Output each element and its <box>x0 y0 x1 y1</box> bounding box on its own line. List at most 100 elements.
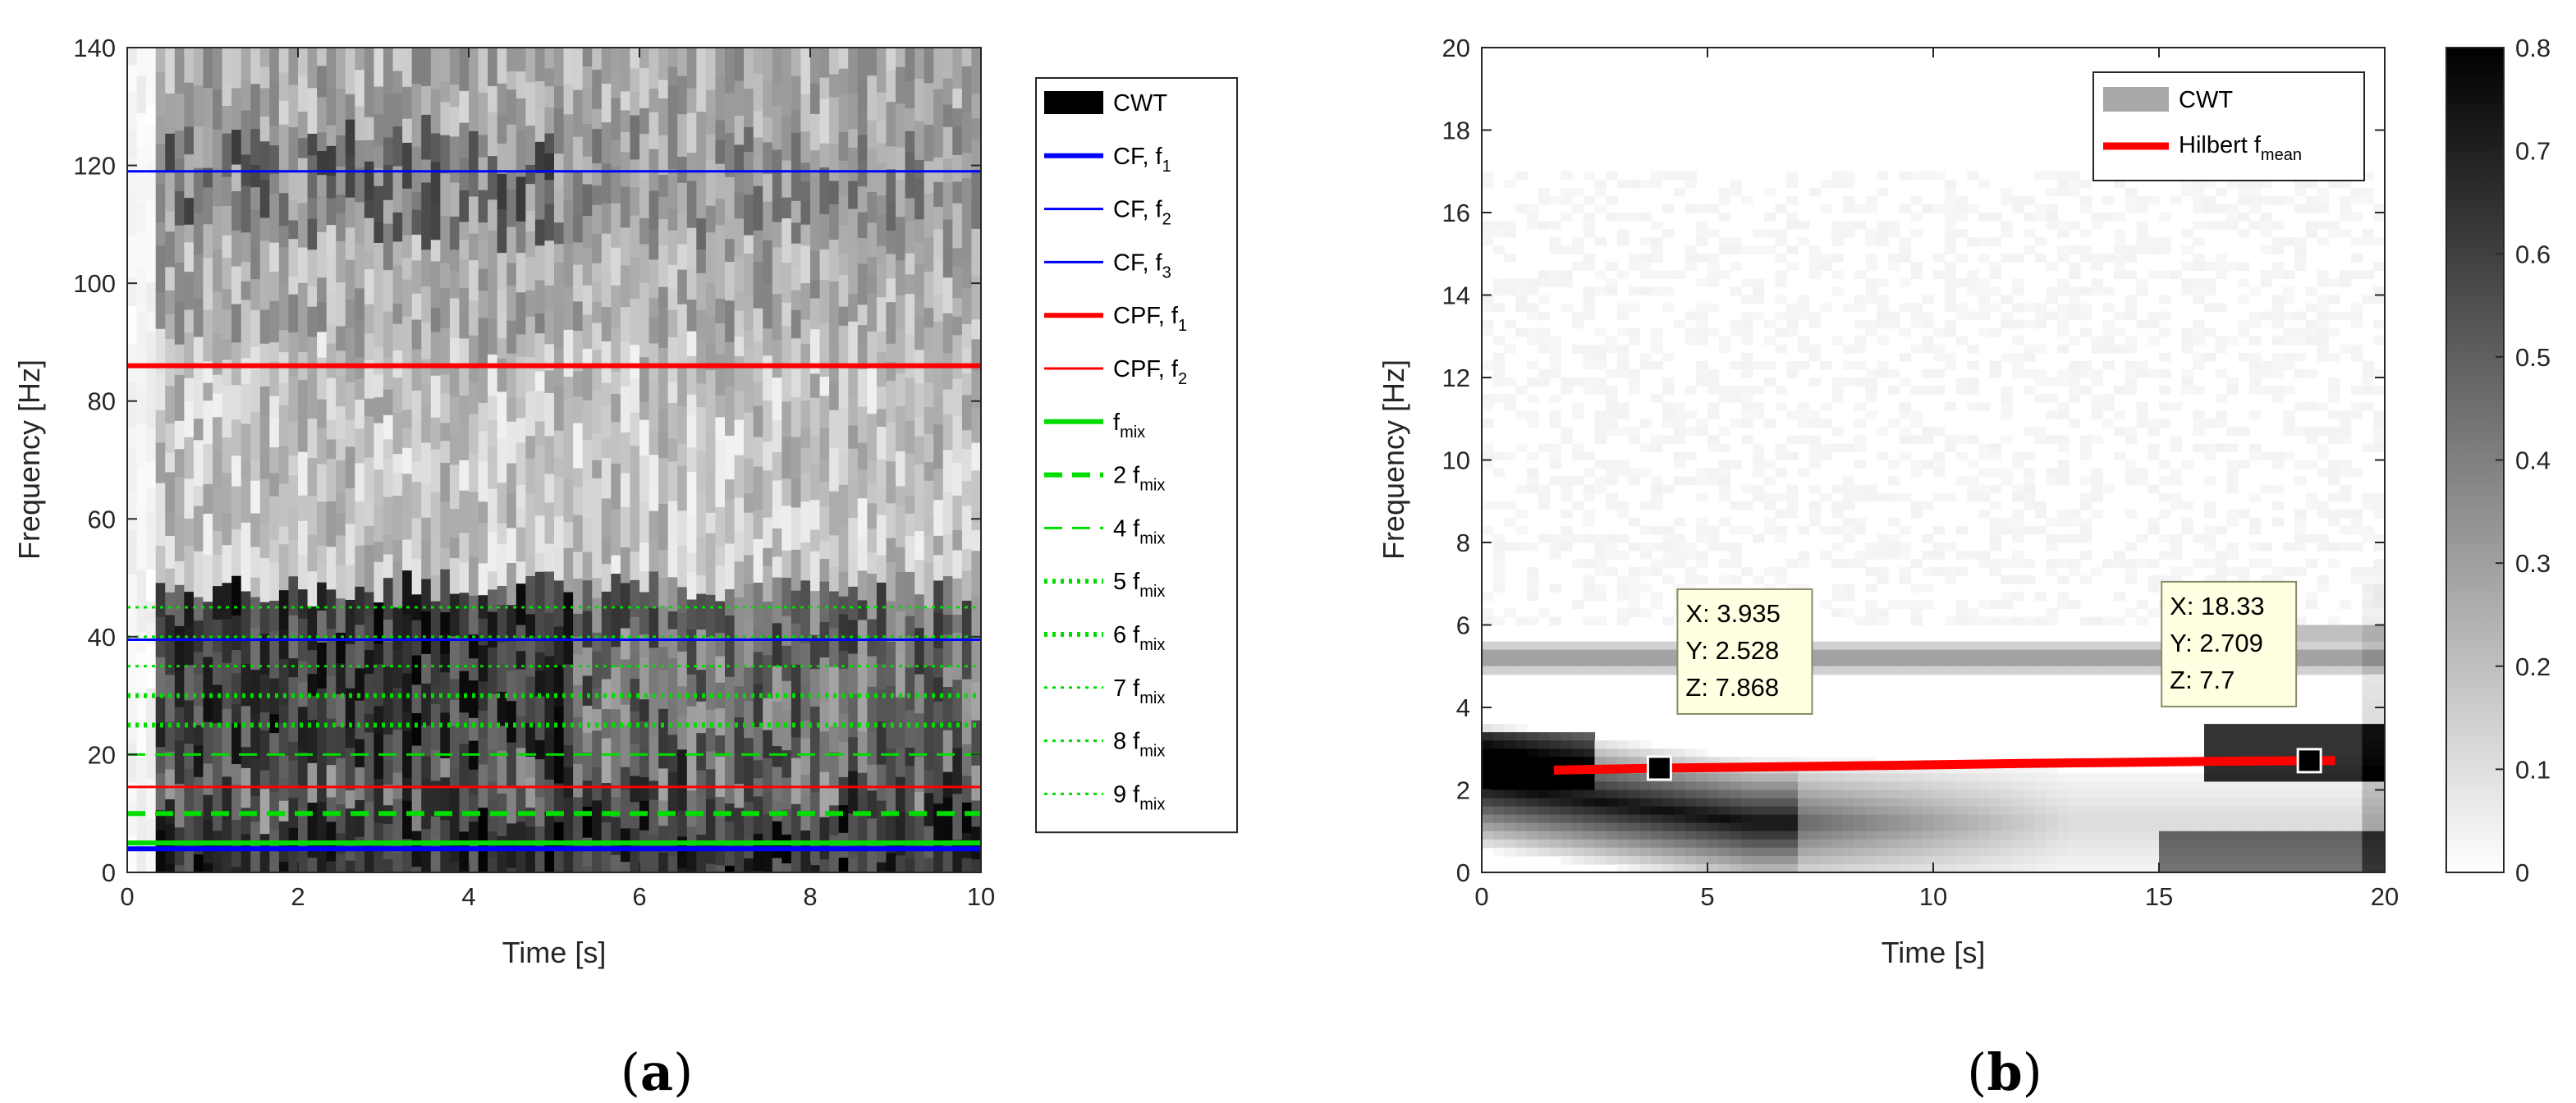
cwt-cell <box>1651 179 1663 189</box>
cwt-cell <box>155 373 166 411</box>
cwt-cell <box>2057 410 2070 419</box>
cwt-cell <box>1865 286 1877 296</box>
cwt-cell <box>800 282 811 320</box>
cwt-cell <box>174 561 185 586</box>
cwt-cell <box>1865 319 1877 329</box>
cwt-cell <box>667 169 678 210</box>
cwt-cell <box>1798 360 1810 370</box>
cwt-cell <box>1628 748 1641 757</box>
cwt-cell <box>1662 641 1675 651</box>
cwt-cell <box>1718 814 1731 824</box>
cwt-cell <box>544 133 555 154</box>
cwt-cell <box>1955 863 1968 872</box>
cwt-cell <box>1538 484 1551 494</box>
cwt-cell <box>1933 427 1946 436</box>
cwt-cell <box>2001 319 2013 329</box>
cwt-cell <box>952 108 963 127</box>
cwt-cell <box>392 241 403 267</box>
cwt-cell <box>1843 789 1855 799</box>
cwt-cell <box>1944 295 1957 304</box>
cwt-cell <box>269 418 280 448</box>
cwt-cell <box>525 849 536 872</box>
cwt-cell <box>2079 575 2092 584</box>
cwt-cell <box>2102 649 2115 659</box>
cwt-cell <box>155 116 166 145</box>
cwt-cell <box>896 505 906 548</box>
cwt-cell <box>298 495 309 522</box>
cwt-cell <box>1877 427 1889 436</box>
cwt-cell <box>1549 839 1561 849</box>
cwt-cell <box>1696 336 1708 346</box>
cwt-cell <box>857 469 868 499</box>
cwt-cell <box>2125 245 2138 254</box>
cwt-cell <box>1561 666 1573 675</box>
cwt-cell <box>127 698 138 744</box>
cwt-cell <box>2046 435 2058 444</box>
cwt-cell <box>1538 740 1551 749</box>
cwt-cell <box>715 417 726 442</box>
cwt-cell <box>222 437 232 474</box>
cwt-cell <box>1662 798 1675 808</box>
cwt-cell <box>1606 195 1618 205</box>
cwt-cell <box>241 110 251 156</box>
cwt-cell <box>2147 559 2160 568</box>
cwt-cell <box>2102 402 2115 411</box>
cwt-cell <box>1933 525 1946 535</box>
cwt-cell <box>2034 773 2047 783</box>
cwt-cell <box>2012 509 2024 519</box>
cwt-cell <box>1696 517 1708 527</box>
cwt-cell <box>516 584 526 626</box>
cwt-cell <box>611 751 621 798</box>
cwt-cell <box>1854 551 1867 560</box>
cwt-cell <box>2057 187 2070 197</box>
cwt-cell <box>1684 781 1697 791</box>
cwt-cell <box>174 225 185 263</box>
cwt-cell <box>1673 748 1686 757</box>
cwt-cell <box>440 820 451 841</box>
cwt-cell <box>896 328 906 374</box>
cwt-cell <box>1583 221 1596 230</box>
cwt-cell <box>2181 806 2193 816</box>
cwt-cell <box>1639 641 1652 651</box>
cwt-cell <box>1594 567 1607 576</box>
cwt-cell <box>725 176 736 219</box>
cwt-cell <box>1718 575 1731 584</box>
cwt-cell <box>1899 855 1912 865</box>
cwt-cell <box>1617 748 1629 757</box>
cwt-cell <box>1831 179 1844 189</box>
cwt-cell <box>307 762 318 803</box>
cwt-cell <box>630 68 640 93</box>
cwt-cell <box>1651 657 1663 667</box>
cwt-cell <box>563 84 574 115</box>
cwt-cell <box>1775 863 1787 872</box>
cwt-cell <box>544 310 555 345</box>
cwt-cell <box>1707 443 1720 453</box>
cwt-cell <box>592 323 603 350</box>
cwt-cell <box>2193 855 2205 865</box>
cwt-cell <box>1763 245 1776 254</box>
cwt-cell <box>469 556 479 597</box>
cwt-cell <box>2079 327 2092 337</box>
cwt-cell <box>1922 847 1934 857</box>
cwt-cell <box>933 845 944 872</box>
cwt-cell <box>1504 781 1516 791</box>
cwt-cell <box>2012 303 2024 313</box>
cwt-cell <box>1572 781 1584 791</box>
cwt-cell <box>203 602 213 639</box>
cwt-cell <box>402 570 413 616</box>
cwt-cell <box>867 293 878 332</box>
cwt-cell <box>506 493 517 529</box>
cwt-cell <box>1673 781 1686 791</box>
cwt-cell <box>2001 476 2013 486</box>
cwt-cell <box>544 240 555 286</box>
cwt-cell <box>2170 443 2183 453</box>
cwt-cell <box>667 48 678 68</box>
cwt-cell <box>525 257 536 291</box>
cwt-cell <box>1594 740 1607 749</box>
cwt-cell <box>1808 773 1822 783</box>
cwt-cell <box>345 748 355 791</box>
cwt-cell <box>791 48 802 77</box>
cwt-cell <box>1549 649 1561 659</box>
cwt-cell <box>1775 757 1787 766</box>
cwt-cell <box>1662 435 1675 444</box>
